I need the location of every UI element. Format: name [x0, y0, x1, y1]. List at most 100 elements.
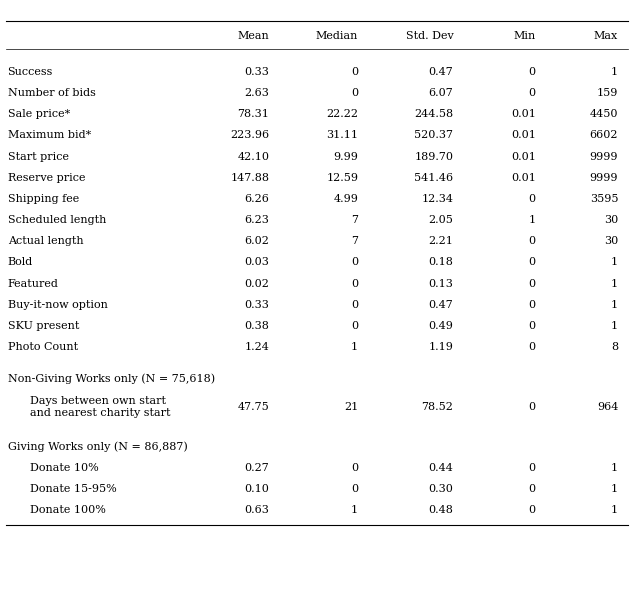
Text: 0: 0 — [351, 278, 358, 288]
Text: 6.07: 6.07 — [429, 88, 453, 98]
Text: 0: 0 — [529, 88, 536, 98]
Text: Scheduled length: Scheduled length — [8, 215, 106, 225]
Text: 22.22: 22.22 — [327, 109, 358, 119]
Text: 0: 0 — [351, 88, 358, 98]
Text: 3595: 3595 — [590, 194, 618, 204]
Text: 0.38: 0.38 — [245, 321, 269, 331]
Text: 0: 0 — [529, 194, 536, 204]
Text: 42.10: 42.10 — [238, 151, 269, 162]
Text: 0.48: 0.48 — [429, 505, 453, 515]
Text: 0.01: 0.01 — [511, 151, 536, 162]
Text: 0: 0 — [529, 321, 536, 331]
Text: 0.47: 0.47 — [429, 300, 453, 310]
Text: 0: 0 — [529, 236, 536, 246]
Text: 0: 0 — [351, 484, 358, 494]
Text: 1: 1 — [351, 342, 358, 352]
Text: 223.96: 223.96 — [230, 131, 269, 141]
Text: 0: 0 — [529, 67, 536, 77]
Text: 0.63: 0.63 — [245, 505, 269, 515]
Text: 147.88: 147.88 — [230, 173, 269, 183]
Text: 1: 1 — [611, 257, 618, 268]
Text: 0: 0 — [351, 257, 358, 268]
Text: 0: 0 — [529, 257, 536, 268]
Text: 0: 0 — [529, 300, 536, 310]
Text: 1: 1 — [611, 505, 618, 515]
Text: SKU present: SKU present — [8, 321, 79, 331]
Text: 6.26: 6.26 — [245, 194, 269, 204]
Text: 0: 0 — [351, 67, 358, 77]
Text: 0.33: 0.33 — [245, 300, 269, 310]
Text: 6.02: 6.02 — [245, 236, 269, 246]
Text: 244.58: 244.58 — [414, 109, 453, 119]
Text: Mean: Mean — [238, 31, 269, 41]
Text: Start price: Start price — [8, 151, 68, 162]
Text: 1: 1 — [351, 505, 358, 515]
Text: 0: 0 — [529, 342, 536, 352]
Text: 78.52: 78.52 — [422, 402, 453, 412]
Text: Days between own start: Days between own start — [30, 396, 166, 406]
Text: Std. Dev: Std. Dev — [406, 31, 453, 41]
Text: 0: 0 — [529, 402, 536, 412]
Text: 964: 964 — [597, 402, 618, 412]
Text: Giving Works only (N = 86,887): Giving Works only (N = 86,887) — [8, 441, 188, 452]
Text: 0: 0 — [529, 462, 536, 473]
Text: 30: 30 — [604, 215, 618, 225]
Text: Donate 15-95%: Donate 15-95% — [30, 484, 117, 494]
Text: 78.31: 78.31 — [238, 109, 269, 119]
Text: 7: 7 — [351, 215, 358, 225]
Text: Featured: Featured — [8, 278, 58, 288]
Text: 7: 7 — [351, 236, 358, 246]
Text: 12.59: 12.59 — [327, 173, 358, 183]
Text: Max: Max — [594, 31, 618, 41]
Text: 30: 30 — [604, 236, 618, 246]
Text: Donate 10%: Donate 10% — [30, 462, 98, 473]
Text: 0.01: 0.01 — [511, 131, 536, 141]
Text: 1.24: 1.24 — [245, 342, 269, 352]
Text: 0.13: 0.13 — [429, 278, 453, 288]
Text: 0: 0 — [351, 321, 358, 331]
Text: Shipping fee: Shipping fee — [8, 194, 79, 204]
Text: 0: 0 — [529, 278, 536, 288]
Text: and nearest charity start: and nearest charity start — [30, 408, 171, 418]
Text: 0.30: 0.30 — [429, 484, 453, 494]
Text: 9999: 9999 — [590, 151, 618, 162]
Text: Non-Giving Works only (N = 75,618): Non-Giving Works only (N = 75,618) — [8, 374, 215, 384]
Text: Median: Median — [316, 31, 358, 41]
Text: 0: 0 — [529, 505, 536, 515]
Text: 4450: 4450 — [590, 109, 618, 119]
Text: 1: 1 — [611, 484, 618, 494]
Text: Number of bids: Number of bids — [8, 88, 96, 98]
Text: 1: 1 — [611, 300, 618, 310]
Text: 159: 159 — [597, 88, 618, 98]
Text: 2.21: 2.21 — [429, 236, 453, 246]
Text: Success: Success — [8, 67, 53, 77]
Text: 6.23: 6.23 — [245, 215, 269, 225]
Text: 1: 1 — [611, 462, 618, 473]
Text: 541.46: 541.46 — [414, 173, 453, 183]
Text: 520.37: 520.37 — [414, 131, 453, 141]
Text: 0.18: 0.18 — [429, 257, 453, 268]
Text: 1.19: 1.19 — [429, 342, 453, 352]
Text: 2.63: 2.63 — [245, 88, 269, 98]
Text: 0.49: 0.49 — [429, 321, 453, 331]
Text: Sale price*: Sale price* — [8, 109, 70, 119]
Text: 0.10: 0.10 — [245, 484, 269, 494]
Text: 21: 21 — [344, 402, 358, 412]
Text: Reserve price: Reserve price — [8, 173, 85, 183]
Text: 8: 8 — [611, 342, 618, 352]
Text: 2.05: 2.05 — [429, 215, 453, 225]
Text: 1: 1 — [529, 215, 536, 225]
Text: Maximum bid*: Maximum bid* — [8, 131, 91, 141]
Text: Bold: Bold — [8, 257, 33, 268]
Text: 0.47: 0.47 — [429, 67, 453, 77]
Text: 189.70: 189.70 — [414, 151, 453, 162]
Text: Min: Min — [514, 31, 536, 41]
Text: 1: 1 — [611, 278, 618, 288]
Text: 1: 1 — [611, 321, 618, 331]
Text: 0.01: 0.01 — [511, 173, 536, 183]
Text: 12.34: 12.34 — [422, 194, 453, 204]
Text: Donate 100%: Donate 100% — [30, 505, 106, 515]
Text: 0: 0 — [529, 484, 536, 494]
Text: 4.99: 4.99 — [333, 194, 358, 204]
Text: Photo Count: Photo Count — [8, 342, 78, 352]
